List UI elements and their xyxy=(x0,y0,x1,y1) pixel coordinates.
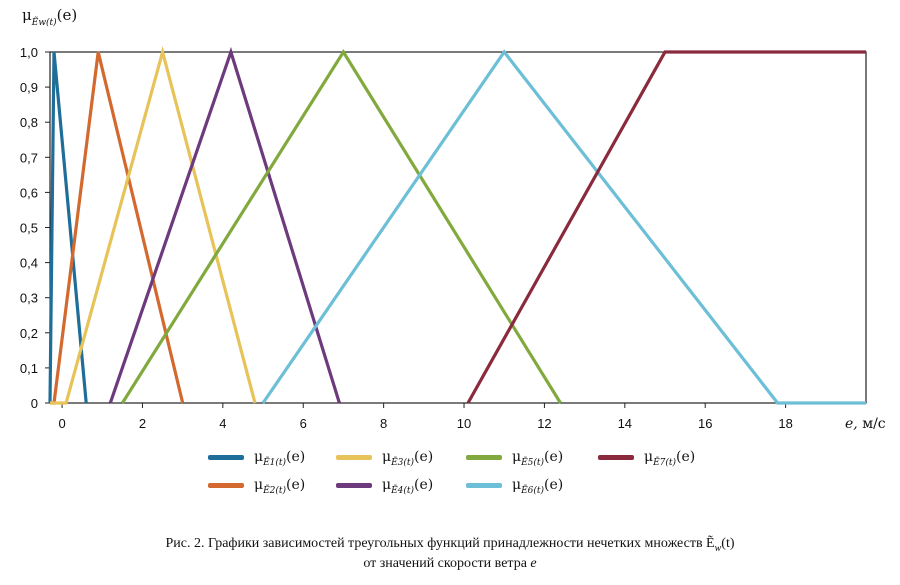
legend-item-7: μẼ7(t)(e) xyxy=(598,449,696,468)
y-axis-label-arg: (e) xyxy=(56,6,78,24)
legend-swatch-4 xyxy=(336,482,372,488)
x-tick-label: 0 xyxy=(58,416,65,431)
y-tick-label: 0,3 xyxy=(20,291,38,306)
legend-label-5-sub: Ẽ5(t) xyxy=(521,458,545,468)
y-axis-label-mu: μ xyxy=(22,6,32,24)
legend-label-7-sub: Ẽ7(t) xyxy=(653,458,677,468)
legend-label-3-arg: (e) xyxy=(414,449,434,465)
legend-swatch-1 xyxy=(208,454,244,460)
legend-label-2-sub: Ẽ2(t) xyxy=(263,486,287,496)
series-line-3 xyxy=(50,45,257,405)
legend-label-6-arg: (e) xyxy=(544,477,564,493)
legend-label-5-arg: (e) xyxy=(544,449,564,465)
series-line-4 xyxy=(108,46,341,404)
legend-label-5-mu: μ xyxy=(512,449,522,465)
legend-label-3-sub: Ẽ3(t) xyxy=(391,458,415,468)
legend-label-3-mu: μ xyxy=(382,449,392,465)
legend-label-6-sub: Ẽ6(t) xyxy=(521,486,545,496)
legend-swatch-6 xyxy=(466,482,502,488)
y-tick-label: 0 xyxy=(31,396,38,411)
x-tick-label: 4 xyxy=(219,416,226,431)
legend-label-2-arg: (e) xyxy=(286,477,306,493)
y-tick-label: 0,2 xyxy=(20,326,38,341)
legend-swatch-2 xyxy=(208,482,244,488)
x-tick-label: 10 xyxy=(457,416,471,431)
legend-label-1-sub: Ẽ1(t) xyxy=(263,458,287,468)
legend-swatch-7 xyxy=(598,454,634,460)
x-axis-label-var: e, xyxy=(845,416,858,432)
legend-label-4-arg: (e) xyxy=(414,477,434,493)
legend-swatch-5 xyxy=(466,454,502,460)
x-tick-label: 12 xyxy=(537,416,551,431)
legend-label-7-arg: (e) xyxy=(676,449,696,465)
caption-text-2: от значений скорости ветра xyxy=(363,556,531,571)
chart-svg: 0 0,1 0,2 0,3 0,4 0,5 0,6 0,7 0,8 0,9 1,0 0 2 4 6 8 10 12… xyxy=(20,45,867,431)
y-tick-label: 0,6 xyxy=(20,185,38,200)
figure-caption-line-2: от значений скорости ветра e xyxy=(0,556,900,572)
y-tick-label: 0,1 xyxy=(20,361,38,376)
legend-item-3: μẼ3(t)(e) xyxy=(336,449,434,468)
legend-label-1-arg: (e) xyxy=(286,449,306,465)
legend-item-1: μẼ1(t)(e) xyxy=(208,449,306,468)
caption-text-1-end: (t) xyxy=(721,536,735,551)
x-tick-label: 14 xyxy=(618,416,632,431)
x-tick-label: 16 xyxy=(698,416,712,431)
y-tick-label: 0,9 xyxy=(20,80,38,95)
legend-label-7-mu: μ xyxy=(644,449,654,465)
legend-item-4: μẼ4(t)(e) xyxy=(336,477,434,496)
y-tick-label: 0,8 xyxy=(20,115,38,130)
y-axis-label-subscript: Ẽw(t) xyxy=(31,18,57,28)
y-tick-label: 0,4 xyxy=(20,256,38,271)
y-tick-label: 0,7 xyxy=(20,150,38,165)
legend-label-4-mu: μ xyxy=(382,477,392,493)
x-tick-label: 8 xyxy=(380,416,387,431)
caption-text-1: Рис. 2. Графики зависимостей треугольных… xyxy=(165,536,715,551)
legend-label-4-sub: Ẽ4(t) xyxy=(391,486,415,496)
legend-label-2-mu: μ xyxy=(254,477,264,493)
x-axis-label-unit: м/с xyxy=(857,416,886,432)
legend-label-1-mu: μ xyxy=(254,449,264,465)
figure-caption-line-1: Рис. 2. Графики зависимостей треугольных… xyxy=(0,536,900,554)
series-line-6 xyxy=(261,49,866,405)
x-tick-label: 6 xyxy=(300,416,307,431)
legend-item-2: μẼ2(t)(e) xyxy=(208,477,306,496)
plot-frame xyxy=(49,51,867,404)
x-tick-label: 18 xyxy=(778,416,792,431)
x-axis-label: e, м/с xyxy=(845,416,886,432)
y-tick-label: 1,0 xyxy=(20,45,38,60)
legend-item-5: μẼ5(t)(e) xyxy=(466,449,564,468)
caption-subscript: w xyxy=(714,542,722,554)
y-axis-label: μẼw(t)(e) xyxy=(22,6,78,28)
caption-var: e xyxy=(530,556,537,571)
legend-swatch-3 xyxy=(336,454,372,460)
legend-label-6-mu: μ xyxy=(512,477,522,493)
series-line-5 xyxy=(121,48,562,404)
legend-item-6: μẼ6(t)(e) xyxy=(466,477,564,496)
x-tick-label: 2 xyxy=(139,416,146,431)
y-tick-label: 0,5 xyxy=(20,221,38,236)
